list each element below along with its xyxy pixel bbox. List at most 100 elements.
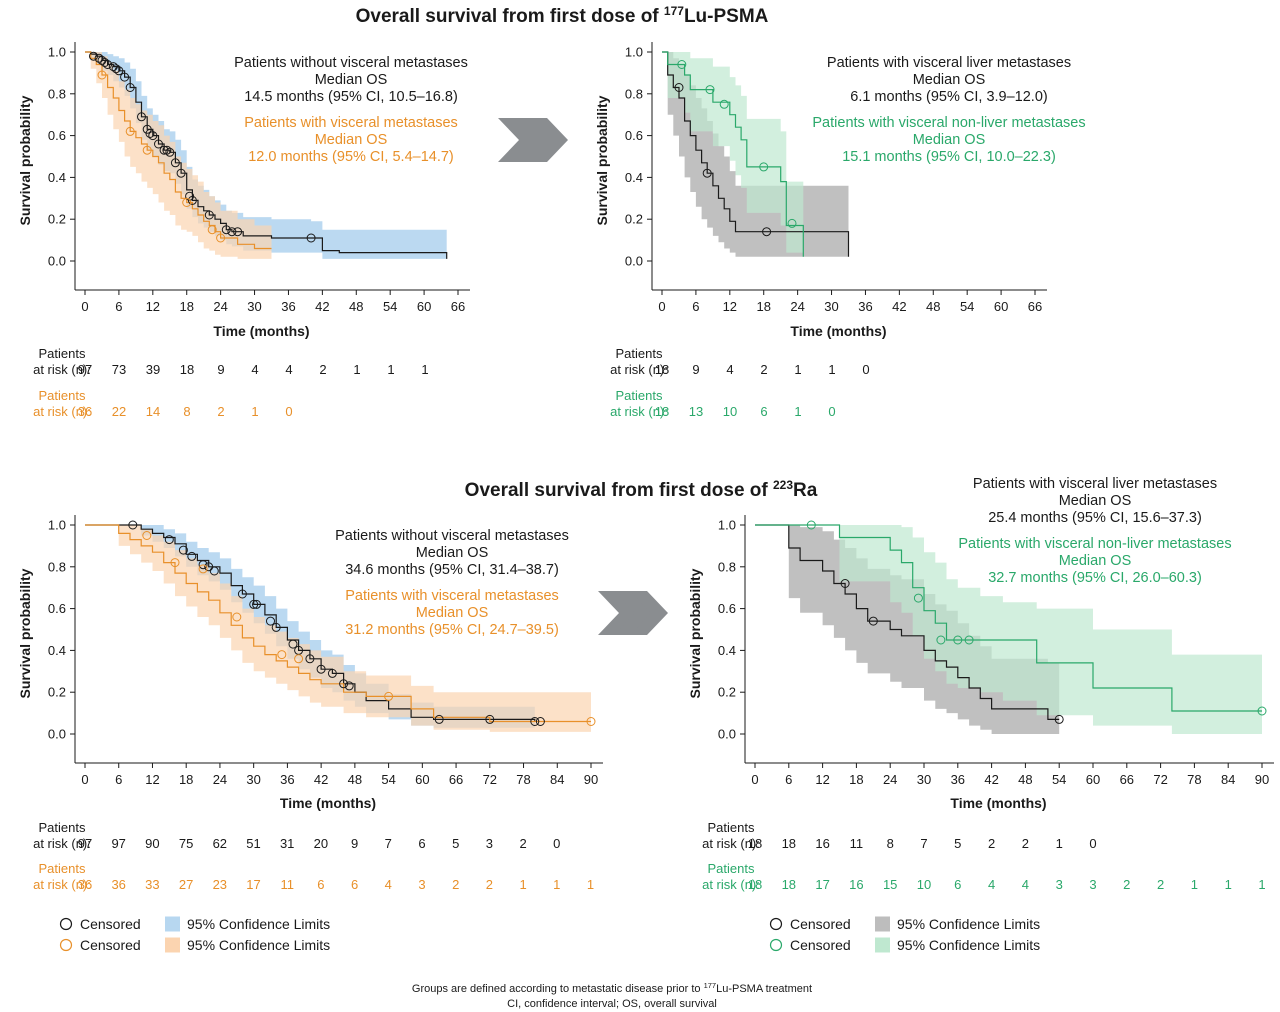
censored-marker <box>339 679 349 689</box>
chart-panel-lu-right: 0.00.20.40.60.81.00 6 12 18 24 30 36 42 48 54 60 66… <box>594 42 1086 419</box>
risk-table-label: at risk (n): <box>33 877 91 892</box>
median-os-annotation: 25.4 months (95% CI, 15.6–37.3) <box>988 510 1202 526</box>
censored-marker <box>94 53 104 63</box>
x-axis-label: Time (months) <box>213 323 309 339</box>
risk-table-value: 1 <box>251 404 258 419</box>
risk-table-value: 97 <box>78 836 92 851</box>
x-tick-label: 90 <box>584 772 598 787</box>
chart-panel-ra-left: 0.00.20.40.60.81.00 6 12 18 24 30 36 42 48 54 60 66… <box>17 515 603 892</box>
censored-marker <box>221 225 231 235</box>
censored-marker <box>159 145 169 155</box>
median-os-annotation: Median OS <box>913 132 986 148</box>
x-tick-label: 36 <box>951 772 965 787</box>
x-tick-label: 42 <box>315 299 329 314</box>
x-tick-label: 12 <box>723 299 737 314</box>
risk-table-value: 97 <box>111 836 125 851</box>
x-tick-label: 78 <box>516 772 530 787</box>
risk-table-value: 51 <box>246 836 260 851</box>
x-tick-label: 36 <box>858 299 872 314</box>
median-os-annotation: Patients without visceral metastases <box>234 55 468 71</box>
x-tick-label: 6 <box>785 772 792 787</box>
x-tick-label: 72 <box>1153 772 1167 787</box>
x-tick-label: 90 <box>1255 772 1269 787</box>
km-curve-black <box>662 51 850 257</box>
legend-censored-label: Censored <box>80 916 141 932</box>
x-axis-label: Time (months) <box>790 323 886 339</box>
censored-marker <box>294 654 304 664</box>
risk-table-value: 2 <box>486 877 493 892</box>
median-os-annotation: 12.0 months (95% CI, 5.4–14.7) <box>248 149 454 165</box>
risk-table-label: at risk (n): <box>33 836 91 851</box>
y-tick-label: 0.6 <box>48 128 66 143</box>
risk-table-value: 2 <box>519 836 526 851</box>
risk-table-value: 10 <box>723 404 737 419</box>
risk-table-value: 90 <box>145 836 159 851</box>
x-tick-label: 54 <box>381 772 395 787</box>
x-tick-label: 54 <box>960 299 974 314</box>
median-os-annotation: Median OS <box>315 132 388 148</box>
risk-table-value: 18 <box>782 836 796 851</box>
x-tick-label: 24 <box>213 772 227 787</box>
censored-marker <box>207 225 217 235</box>
risk-table-value: 7 <box>385 836 392 851</box>
censored-marker <box>840 579 850 588</box>
risk-table-value: 6 <box>351 877 358 892</box>
y-axis-label: Survival probability <box>17 568 33 698</box>
risk-table-value: 13 <box>689 404 703 419</box>
censored-marker <box>384 691 394 701</box>
censored-marker <box>277 650 287 660</box>
censored-marker <box>266 616 275 626</box>
censored-marker <box>868 616 878 626</box>
x-tick-label: 30 <box>824 299 838 314</box>
risk-table-value: 9 <box>692 362 699 377</box>
y-tick-label: 0.4 <box>625 170 643 185</box>
x-tick-label: 6 <box>692 299 699 314</box>
risk-table-value: 2 <box>988 836 995 851</box>
x-tick-label: 0 <box>81 299 88 314</box>
censored-marker <box>252 599 261 609</box>
km-curve-black <box>85 524 536 722</box>
legend-censored-label: Censored <box>80 937 141 953</box>
y-tick-label: 0.6 <box>48 601 66 616</box>
risk-table-value: 0 <box>285 404 292 419</box>
censored-marker <box>344 681 354 691</box>
risk-table-value: 3 <box>1056 877 1063 892</box>
risk-table-value: 0 <box>862 362 869 377</box>
section-title-prefix: Overall survival from first dose of <box>356 6 664 27</box>
section-title-suffix: Ra <box>793 480 818 501</box>
risk-table-value: 1 <box>519 877 526 892</box>
risk-table-label: Patients <box>616 388 663 403</box>
risk-table-value: 11 <box>850 836 864 851</box>
censored-marker <box>913 593 923 603</box>
median-os-annotation: Patients with visceral liver metastases <box>827 55 1071 71</box>
legend-censored-label: Censored <box>790 937 851 953</box>
risk-table-label: at risk (n): <box>702 877 760 892</box>
risk-table-value: 5 <box>954 836 961 851</box>
censored-marker <box>964 635 974 645</box>
risk-table-value: 23 <box>213 877 227 892</box>
risk-table-value: 4 <box>726 362 733 377</box>
risk-table-label: Patients <box>39 346 86 361</box>
ci-legend-swatch <box>875 937 890 953</box>
x-tick-label: 18 <box>179 299 193 314</box>
risk-table-label: Patients <box>39 388 86 403</box>
risk-table-value: 14 <box>146 404 160 419</box>
ci-legend-swatch <box>165 916 180 932</box>
km-curve-green <box>755 524 1262 712</box>
risk-table-value: 15 <box>883 877 897 892</box>
x-tick-label: 0 <box>658 299 665 314</box>
risk-table-value: 36 <box>78 404 92 419</box>
y-tick-label: 0.4 <box>48 643 66 658</box>
y-axis-label: Survival probability <box>17 95 33 225</box>
x-tick-label: 12 <box>145 772 159 787</box>
censored-marker <box>719 99 729 109</box>
censored-marker <box>953 635 963 645</box>
footnote-sup: 177 <box>704 981 717 990</box>
x-tick-label: 18 <box>756 299 770 314</box>
y-tick-label: 0.0 <box>625 254 643 269</box>
censored-marker <box>232 612 242 622</box>
x-tick-label: 0 <box>81 772 88 787</box>
x-tick-label: 72 <box>483 772 497 787</box>
y-tick-label: 0.0 <box>48 727 66 742</box>
x-tick-label: 30 <box>247 299 261 314</box>
